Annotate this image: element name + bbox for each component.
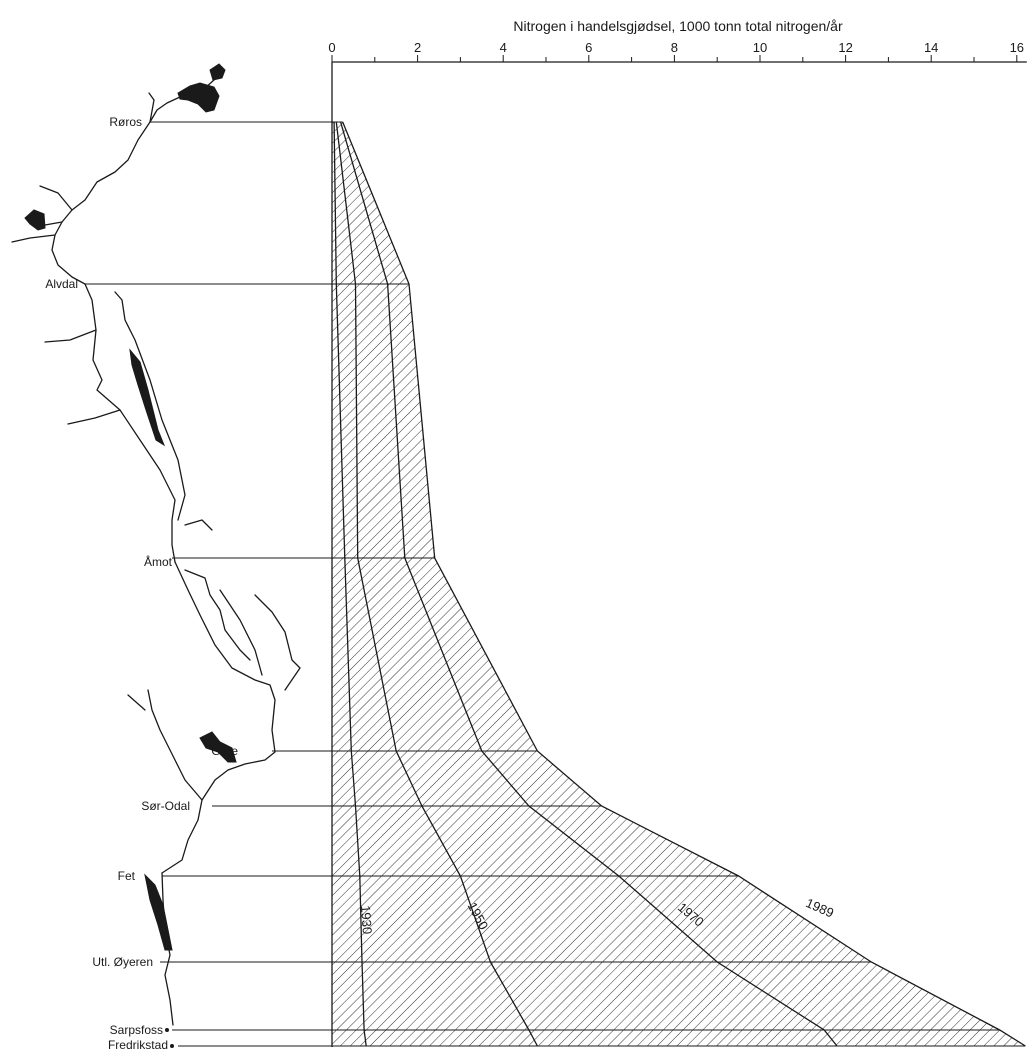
hatched-area	[332, 122, 1026, 1046]
plot-area: 1930 1950 1970 1989	[332, 121, 1026, 1047]
series-line-1930	[333, 121, 367, 1047]
station-labels: Røros Alvdal Åmot Grue Sør-Odal Fet Utl. Øyere…	[45, 115, 238, 1049]
x-tick-label: 8	[671, 40, 678, 55]
x-tick-label: 4	[500, 40, 507, 55]
x-tick-label: 10	[753, 40, 767, 55]
x-tick-label: 12	[838, 40, 852, 55]
x-tick-label: 6	[585, 40, 592, 55]
station-dot	[170, 1044, 174, 1048]
x-tick-label: 0	[328, 40, 335, 55]
station-connector-lines	[85, 121, 332, 1047]
x-tick-label: 16	[1010, 40, 1024, 55]
chart-title: Nitrogen i handelsgjødsel, 1000 tonn tot…	[513, 18, 843, 34]
series-label-1930: 1930	[358, 905, 375, 935]
station-dot	[165, 1028, 169, 1032]
series-line-1970	[339, 121, 838, 1047]
station-label: Alvdal	[45, 277, 78, 291]
station-label: Fredrikstad	[108, 1038, 168, 1049]
station-label: Fet	[118, 869, 136, 883]
series-line-1989	[342, 121, 1026, 1047]
x-tick-label: 2	[414, 40, 421, 55]
river-map	[11, 63, 301, 1026]
station-label: Sarpsfoss	[110, 1023, 163, 1037]
station-label: Røros	[109, 115, 142, 129]
series-line-1950	[335, 121, 538, 1047]
series-label-1989: 1989	[804, 895, 837, 920]
x-tick-label: 14	[924, 40, 938, 55]
station-label: Sør-Odal	[141, 799, 190, 813]
station-label: Utl. Øyeren	[92, 955, 153, 969]
station-label: Åmot	[144, 554, 173, 569]
station-label: Grue	[211, 744, 238, 758]
